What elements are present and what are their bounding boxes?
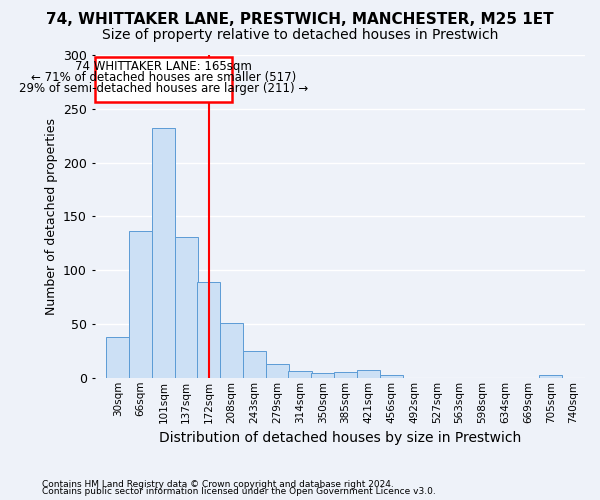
Bar (357, 370, 380, 378)
Text: Contains HM Land Registry data © Crown copyright and database right 2024.: Contains HM Land Registry data © Crown c… (42, 480, 394, 489)
Bar (175, 237, 197, 378)
Bar (266, 364, 289, 378)
Text: 74 WHITTAKER LANE: 165sqm: 74 WHITTAKER LANE: 165sqm (75, 60, 251, 74)
Text: 29% of semi-detached houses are larger (211) →: 29% of semi-detached houses are larger (… (19, 82, 308, 95)
Bar (289, 372, 311, 378)
Bar (220, 323, 243, 378)
Text: Contains public sector information licensed under the Open Government Licence v3: Contains public sector information licen… (42, 488, 436, 496)
Y-axis label: Number of detached properties: Number of detached properties (44, 118, 58, 315)
Text: Size of property relative to detached houses in Prestwich: Size of property relative to detached ho… (102, 28, 498, 42)
Bar (311, 374, 334, 378)
Bar (539, 374, 562, 378)
Bar (152, 128, 175, 378)
Bar (129, 232, 152, 378)
Bar (197, 282, 220, 378)
FancyBboxPatch shape (95, 57, 232, 102)
Bar (243, 351, 266, 378)
Bar (380, 374, 403, 378)
Bar (334, 372, 357, 378)
X-axis label: Distribution of detached houses by size in Prestwich: Distribution of detached houses by size … (159, 431, 521, 445)
Text: ← 71% of detached houses are smaller (517): ← 71% of detached houses are smaller (51… (31, 71, 296, 84)
Bar (106, 337, 130, 378)
Text: 74, WHITTAKER LANE, PRESTWICH, MANCHESTER, M25 1ET: 74, WHITTAKER LANE, PRESTWICH, MANCHESTE… (46, 12, 554, 28)
